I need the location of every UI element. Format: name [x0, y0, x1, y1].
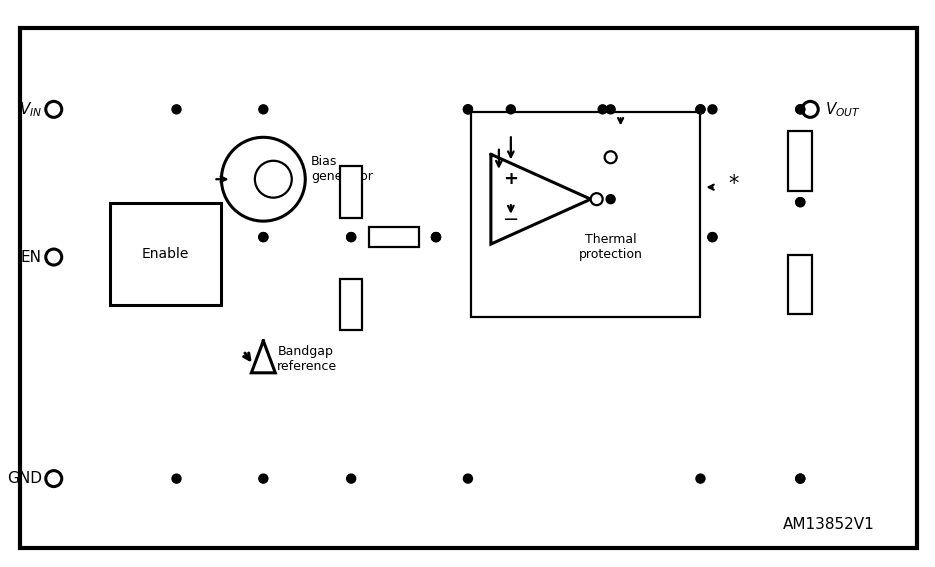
Circle shape: [172, 474, 181, 483]
Circle shape: [432, 232, 440, 242]
Circle shape: [432, 232, 440, 242]
Circle shape: [802, 101, 818, 117]
Circle shape: [606, 105, 615, 114]
Bar: [368, 227, 419, 247]
Circle shape: [259, 105, 267, 114]
Circle shape: [259, 232, 267, 242]
Bar: [788, 131, 813, 191]
Circle shape: [432, 232, 440, 242]
Text: EN: EN: [21, 249, 42, 265]
Circle shape: [696, 105, 705, 114]
Circle shape: [255, 161, 292, 198]
Bar: [546, 207, 675, 287]
Text: *: *: [728, 174, 739, 194]
Circle shape: [796, 474, 805, 483]
Circle shape: [591, 193, 603, 205]
Text: +: +: [503, 170, 518, 188]
Polygon shape: [491, 154, 591, 244]
Circle shape: [464, 105, 472, 114]
Circle shape: [172, 105, 181, 114]
Circle shape: [605, 151, 617, 163]
Circle shape: [347, 474, 355, 483]
Circle shape: [708, 105, 717, 114]
Text: Enable: Enable: [142, 247, 189, 261]
Circle shape: [46, 249, 62, 265]
Text: OPAMP: OPAMP: [519, 244, 563, 257]
Text: GND: GND: [7, 471, 42, 486]
Bar: [340, 166, 362, 218]
Circle shape: [46, 101, 62, 117]
Circle shape: [708, 232, 717, 242]
Bar: [102, 109, 805, 459]
Circle shape: [696, 105, 705, 114]
Circle shape: [464, 105, 472, 114]
Circle shape: [796, 198, 805, 206]
Text: AM13852V1: AM13852V1: [784, 517, 875, 531]
Text: $V_{IN}$: $V_{IN}$: [19, 100, 42, 119]
Bar: [640, 227, 770, 437]
Circle shape: [507, 105, 515, 114]
Bar: [340, 278, 362, 331]
Text: $V_{OUT}$: $V_{OUT}$: [826, 100, 861, 119]
Circle shape: [606, 194, 615, 204]
Polygon shape: [252, 341, 275, 373]
Bar: [788, 255, 813, 315]
Text: Bandgap
reference: Bandgap reference: [278, 345, 338, 373]
Circle shape: [46, 471, 62, 486]
Circle shape: [347, 232, 355, 242]
Circle shape: [259, 232, 267, 242]
Bar: [109, 203, 222, 305]
Circle shape: [796, 105, 805, 114]
Circle shape: [796, 105, 805, 114]
Circle shape: [222, 137, 305, 221]
Circle shape: [708, 232, 717, 242]
Circle shape: [598, 105, 607, 114]
Text: Bias
generator: Bias generator: [311, 155, 373, 183]
Text: Thermal
protection: Thermal protection: [579, 233, 642, 261]
Bar: [471, 112, 700, 317]
Circle shape: [347, 232, 355, 242]
Circle shape: [259, 474, 267, 483]
Circle shape: [796, 198, 805, 206]
Circle shape: [796, 474, 805, 483]
Circle shape: [464, 474, 472, 483]
Circle shape: [696, 474, 705, 483]
Text: −: −: [503, 210, 519, 229]
